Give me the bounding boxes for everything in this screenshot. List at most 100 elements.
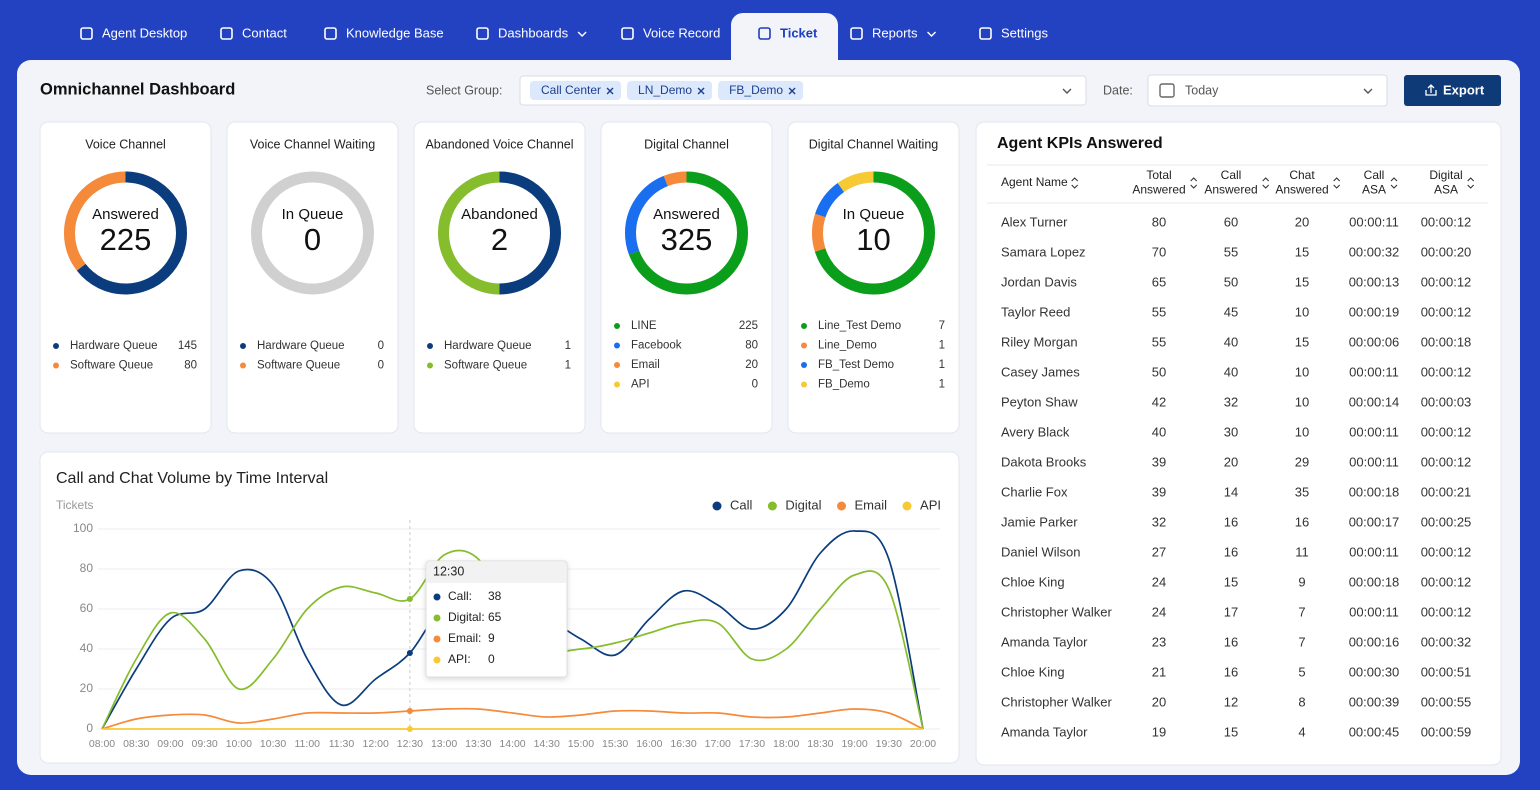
sort-icon[interactable] bbox=[1071, 177, 1079, 189]
column-header[interactable]: Digital bbox=[1429, 168, 1462, 182]
table-cell: 40 bbox=[1224, 364, 1238, 379]
donut-title: Voice Channel bbox=[85, 137, 166, 151]
legend-dot bbox=[801, 342, 807, 349]
table-cell: 00:00:11 bbox=[1349, 604, 1399, 619]
nav-tab[interactable]: Settings bbox=[1001, 25, 1048, 40]
table-cell: 24 bbox=[1152, 574, 1166, 589]
chevron-icon bbox=[927, 31, 937, 37]
legend-label: Email bbox=[855, 497, 888, 512]
table-cell: 4 bbox=[1298, 724, 1305, 739]
table-cell: 16 bbox=[1295, 514, 1309, 529]
sort-icon[interactable] bbox=[1390, 177, 1398, 189]
x-tick-label: 14:00 bbox=[499, 738, 525, 750]
export-button[interactable] bbox=[1404, 75, 1501, 106]
legend-value: 1 bbox=[565, 340, 571, 352]
legend-value: 1 bbox=[939, 379, 945, 391]
sort-icon[interactable] bbox=[1467, 177, 1475, 189]
table-cell: 27 bbox=[1152, 544, 1166, 559]
chip-remove[interactable] bbox=[606, 87, 614, 95]
x-tick-label: 19:30 bbox=[876, 738, 902, 750]
table-cell: 7 bbox=[1298, 634, 1305, 649]
table-cell: 39 bbox=[1152, 484, 1166, 499]
tab-icon bbox=[979, 27, 992, 40]
x-tick-label: 20:00 bbox=[910, 738, 936, 750]
x-tick-label: 18:00 bbox=[773, 738, 799, 750]
column-header[interactable]: Chat bbox=[1289, 168, 1315, 182]
nav-tab[interactable]: Dashboards bbox=[498, 25, 569, 40]
table-cell: 80 bbox=[1152, 214, 1166, 229]
legend-label: Software Queue bbox=[70, 360, 153, 372]
table-cell: 29 bbox=[1295, 454, 1309, 469]
column-header[interactable]: Answered bbox=[1275, 183, 1328, 197]
sort-icon[interactable] bbox=[1333, 177, 1341, 189]
calendar-icon bbox=[1159, 83, 1175, 98]
legend-value: 80 bbox=[184, 360, 197, 372]
column-header[interactable]: Call bbox=[1221, 168, 1242, 182]
table-cell: 00:00:32 bbox=[1349, 244, 1400, 259]
donut-segment bbox=[625, 171, 748, 295]
nav-tab[interactable]: Reports bbox=[872, 25, 918, 40]
table-cell: 00:00:03 bbox=[1421, 394, 1472, 409]
sort-icon[interactable] bbox=[1190, 177, 1198, 189]
column-header[interactable]: ASA bbox=[1362, 183, 1386, 197]
table-cell: 45 bbox=[1224, 304, 1238, 319]
table-cell: 15 bbox=[1295, 244, 1309, 259]
date-select[interactable] bbox=[1147, 74, 1388, 107]
legend-value: 145 bbox=[178, 340, 197, 352]
page-title: Omnichannel Dashboard bbox=[40, 80, 235, 98]
donut-segment bbox=[625, 171, 748, 295]
sort-icon[interactable] bbox=[1262, 177, 1270, 189]
nav-tab[interactable]: Knowledge Base bbox=[346, 25, 444, 40]
tooltip-title: 12:30 bbox=[433, 564, 464, 578]
table-cell: 00:00:13 bbox=[1349, 274, 1400, 289]
table-cell: 00:00:25 bbox=[1421, 514, 1472, 529]
donut-segment bbox=[812, 171, 935, 295]
table-cell: 15 bbox=[1224, 724, 1238, 739]
y-tick-label: 80 bbox=[80, 561, 94, 575]
column-header[interactable]: ASA bbox=[1434, 183, 1458, 197]
chip-remove[interactable] bbox=[697, 87, 705, 95]
legend-label: Digital bbox=[785, 497, 821, 512]
table-cell: 00:00:45 bbox=[1349, 724, 1400, 739]
column-header[interactable]: Answered bbox=[1132, 183, 1185, 197]
column-header[interactable]: Answered bbox=[1204, 183, 1257, 197]
table-cell: Chloe King bbox=[1001, 574, 1065, 589]
tooltip-label: API: bbox=[448, 652, 471, 666]
column-header[interactable]: Agent Name bbox=[1001, 175, 1068, 189]
table-cell: 50 bbox=[1152, 364, 1166, 379]
column-header[interactable]: Total bbox=[1146, 168, 1171, 182]
x-tick-label: 09:00 bbox=[157, 738, 183, 750]
legend-label: API bbox=[631, 379, 650, 391]
legend-label: Software Queue bbox=[257, 360, 340, 372]
x-tick-label: 08:30 bbox=[123, 738, 149, 750]
nav-tab[interactable]: Contact bbox=[242, 25, 287, 40]
table-cell: 00:00:12 bbox=[1421, 274, 1472, 289]
donut-center-value: 325 bbox=[661, 222, 713, 257]
table-cell: 42 bbox=[1152, 394, 1166, 409]
column-header[interactable]: Call bbox=[1364, 168, 1385, 182]
x-tick-label: 15:00 bbox=[568, 738, 594, 750]
group-chip[interactable] bbox=[530, 81, 622, 100]
table-cell: Casey James bbox=[1001, 364, 1080, 379]
x-tick-label: 17:00 bbox=[705, 738, 731, 750]
tooltip-value: 0 bbox=[488, 652, 495, 666]
tab-icon bbox=[621, 27, 634, 40]
table-cell: Taylor Reed bbox=[1001, 304, 1070, 319]
chevron-icon bbox=[1062, 88, 1072, 94]
table-cell: 00:00:39 bbox=[1349, 694, 1400, 709]
nav-tab[interactable]: Ticket bbox=[780, 25, 818, 40]
table-cell: 10 bbox=[1295, 304, 1309, 319]
nav-tab[interactable]: Agent Desktop bbox=[102, 25, 187, 40]
hover-point bbox=[406, 650, 413, 656]
table-cell: 00:00:11 bbox=[1349, 544, 1399, 559]
group-chip[interactable] bbox=[627, 81, 713, 100]
table-cell: 50 bbox=[1224, 274, 1238, 289]
group-label: Select Group: bbox=[426, 83, 502, 97]
table-cell: 55 bbox=[1152, 304, 1166, 319]
group-chip[interactable] bbox=[718, 81, 804, 100]
chip-remove[interactable] bbox=[788, 87, 796, 95]
nav-tab[interactable]: Voice Record bbox=[643, 25, 720, 40]
table-cell: 23 bbox=[1152, 634, 1166, 649]
table-cell: 20 bbox=[1152, 694, 1166, 709]
legend-dot bbox=[801, 381, 807, 388]
